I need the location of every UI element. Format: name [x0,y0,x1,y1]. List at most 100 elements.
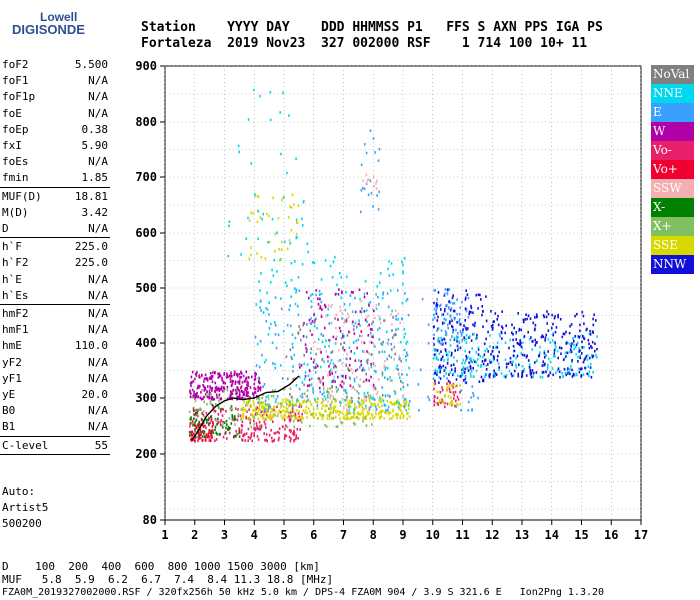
echo-point [441,355,444,359]
param-value: 225.0 [74,256,108,270]
x-tick-label: 7 [340,528,347,542]
echo-point [212,431,215,435]
echo-point [591,330,594,333]
echo-point [362,420,364,423]
echo-point [534,323,537,327]
echo-point [321,399,324,403]
echo-point [387,305,390,309]
legend-item-nnw: NNW [651,255,694,274]
echo-point [592,323,595,327]
echo-point [318,379,321,383]
echo-point [235,407,237,410]
echo-point [452,386,454,389]
echo-point [521,353,524,357]
echo-point [296,417,298,421]
echo-point [205,418,208,422]
y-tick-label: 700 [135,170,157,184]
echo-point [300,403,302,406]
echo-point [344,389,347,392]
echo-point [281,198,283,202]
echo-point [276,231,278,235]
echo-point [318,289,321,293]
echo-point [440,350,442,353]
echo-point [339,417,341,421]
echo-point [505,362,508,366]
echo-point [496,345,498,349]
echo-point [349,402,351,405]
echo-point [364,318,367,322]
param-name: C-level [2,438,49,452]
echo-point [238,382,241,385]
echo-point [457,398,460,401]
echo-point [269,90,272,94]
echo-point [282,196,285,199]
echo-point [268,214,270,218]
echo-point [283,388,285,391]
echo-point [246,380,248,384]
param-name: hmF1 [2,323,29,337]
echo-point [216,432,218,436]
echo-point [376,194,378,197]
echo-point [271,409,274,412]
echo-point [188,410,191,414]
echo-point [242,416,244,420]
echo-point [460,374,462,378]
echo-point [295,415,297,419]
echo-point [296,236,298,239]
echo-point [438,401,441,404]
echo-point [379,272,382,275]
echo-point [211,386,213,390]
echo-point [282,91,284,95]
echo-point [315,400,317,404]
echo-point [485,372,488,376]
echo-point [381,373,384,377]
echo-point [405,342,407,345]
echo-point [452,372,455,376]
echo-point [490,360,493,364]
echo-point [549,371,552,374]
echo-point [565,373,568,377]
echo-point [471,347,473,350]
echo-point [254,371,256,375]
param-name: fxI [2,139,22,152]
echo-point [365,404,367,408]
echo-point [242,434,245,438]
echo-point [571,342,573,345]
echo-point [382,340,384,344]
echo-point [264,417,266,421]
echo-point [435,304,437,308]
echo-point [513,349,516,353]
echo-point [301,217,303,221]
echo-point [592,354,595,358]
echo-point [384,411,386,414]
echo-point [265,307,267,310]
echo-point [581,340,583,344]
echo-point [236,433,238,436]
echo-point [521,374,524,378]
echo-point [303,399,306,402]
echo-point [362,414,365,417]
echo-point [365,309,368,312]
echo-point [268,326,271,330]
echo-point [320,401,323,405]
echo-point [269,118,272,122]
param-name: yF2 [2,355,22,369]
echo-point [248,408,250,411]
echo-point [254,387,257,391]
echo-point [384,376,386,379]
echo-point [463,324,465,327]
echo-point [365,372,367,376]
echo-point [197,436,200,440]
echo-point [398,402,400,405]
echo-point [464,375,467,379]
echo-point [279,364,282,367]
echo-point [470,369,473,373]
echo-point [567,372,569,375]
echo-point [260,424,263,428]
echo-point [207,432,210,436]
echo-point [245,370,248,374]
echo-point [257,389,259,392]
echo-point [288,435,291,439]
echo-point [211,435,213,439]
echo-point [328,322,330,325]
